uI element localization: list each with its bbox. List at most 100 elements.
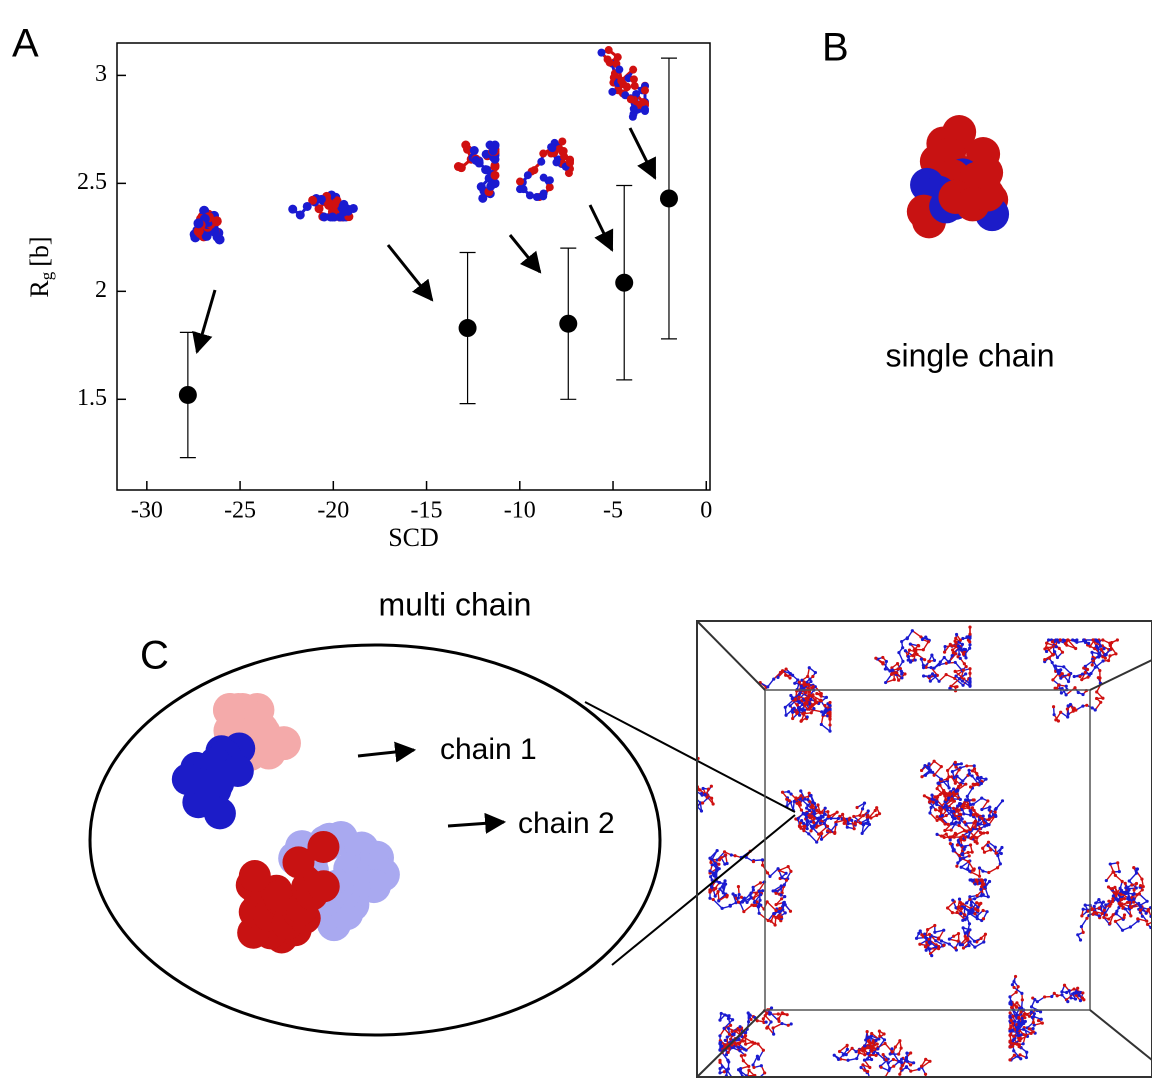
bead — [927, 640, 930, 643]
bead — [968, 922, 971, 925]
arrow — [590, 205, 612, 250]
bond — [672, 784, 675, 793]
bead — [920, 658, 923, 661]
bead — [548, 144, 556, 152]
bead — [814, 671, 817, 674]
bead — [758, 912, 761, 915]
bead — [961, 902, 964, 905]
bead — [1099, 701, 1102, 704]
bead — [1022, 1028, 1025, 1031]
bead — [882, 661, 885, 664]
bond — [674, 804, 675, 806]
bead — [1060, 990, 1063, 993]
x-tick-label: -5 — [603, 498, 623, 524]
bond — [653, 807, 654, 809]
bead — [980, 797, 983, 800]
bead — [809, 680, 812, 683]
bead — [1139, 909, 1142, 912]
bead — [861, 807, 864, 810]
bead — [759, 893, 762, 896]
bead — [900, 670, 903, 673]
bead — [693, 761, 696, 764]
bead — [761, 858, 764, 861]
bond — [770, 869, 778, 877]
bead — [954, 761, 957, 764]
bead — [1012, 1003, 1015, 1006]
bead — [760, 1064, 763, 1067]
bead — [1000, 852, 1003, 855]
bond — [666, 795, 671, 801]
bead — [1146, 923, 1149, 926]
bead — [958, 809, 961, 812]
bead — [817, 833, 820, 836]
bead — [948, 660, 951, 663]
bead — [677, 792, 680, 795]
bead — [965, 665, 968, 668]
bead — [928, 811, 931, 814]
bead — [659, 800, 662, 803]
bead — [968, 940, 971, 943]
bead — [1085, 704, 1088, 707]
bead — [802, 680, 805, 683]
bond — [680, 769, 685, 771]
bead — [1056, 656, 1059, 659]
bead — [1086, 676, 1089, 679]
y-tick-label: 2.5 — [77, 169, 107, 195]
bead — [738, 1049, 741, 1052]
bead — [962, 648, 965, 651]
bead — [920, 769, 923, 772]
bead — [892, 1058, 895, 1061]
bead — [806, 819, 809, 822]
bead — [943, 829, 946, 832]
bead — [491, 155, 500, 164]
bead — [776, 676, 779, 679]
bead — [712, 888, 715, 891]
y-tick-label: 1.5 — [77, 385, 107, 411]
bead — [930, 654, 933, 657]
bond — [683, 796, 688, 805]
bead — [954, 674, 957, 677]
bead — [661, 799, 664, 802]
bead — [1103, 653, 1106, 656]
bead — [936, 787, 939, 790]
bead — [1053, 713, 1056, 716]
chain-label: chain 2 — [518, 807, 615, 840]
bead — [671, 743, 674, 746]
bead — [789, 792, 792, 795]
bead — [1022, 1042, 1025, 1045]
bead — [838, 1050, 841, 1053]
bead — [933, 931, 936, 934]
bond — [658, 775, 660, 782]
bead — [954, 652, 957, 655]
bead — [1095, 690, 1098, 693]
bond — [689, 801, 693, 808]
bond — [664, 779, 667, 784]
bead — [661, 784, 664, 787]
bead — [917, 644, 920, 647]
bead — [929, 666, 932, 669]
bead — [1017, 1022, 1020, 1025]
bead — [1076, 987, 1079, 990]
bead — [960, 844, 963, 847]
bead — [851, 1047, 854, 1050]
bead — [892, 1065, 895, 1068]
bead — [828, 715, 831, 718]
bead — [897, 679, 900, 682]
bead — [717, 899, 720, 902]
bead — [746, 901, 749, 904]
bead — [675, 795, 678, 798]
bead — [854, 822, 857, 825]
bead — [774, 903, 777, 906]
bead — [1101, 638, 1104, 641]
bead — [979, 822, 982, 825]
bead — [866, 1046, 869, 1049]
bead — [932, 667, 935, 670]
bead — [827, 815, 830, 818]
bead — [1043, 658, 1046, 661]
bead — [1059, 711, 1062, 714]
bead — [1045, 650, 1048, 653]
bead — [970, 910, 973, 913]
bead — [558, 137, 566, 145]
bead — [785, 872, 788, 875]
